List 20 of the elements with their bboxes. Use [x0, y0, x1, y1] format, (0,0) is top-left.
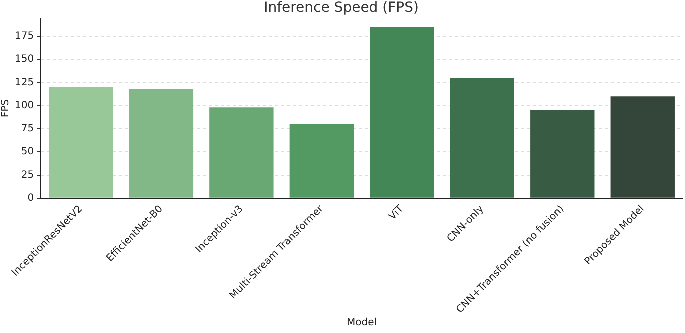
bar [49, 87, 114, 198]
y-tick-label: 175 [14, 30, 34, 42]
bar [210, 108, 274, 198]
y-tick-label: 150 [14, 54, 34, 66]
y-tick-label: 0 [28, 192, 34, 204]
bar [610, 96, 675, 198]
y-tick-label: 100 [14, 100, 34, 112]
x-tick-label: ViT [387, 203, 407, 223]
bar [290, 124, 354, 198]
y-tick-label: 50 [21, 146, 34, 158]
y-axis-title: FPS [0, 100, 12, 118]
y-tick-label: 75 [21, 124, 34, 135]
bar [450, 78, 514, 198]
bar [530, 110, 595, 198]
bar [370, 27, 434, 198]
chart-title: Inference Speed (FPS) [264, 0, 419, 16]
bar [129, 89, 194, 198]
y-tick-label: 125 [14, 77, 34, 88]
x-axis-title: Model [347, 318, 378, 329]
y-tick-label: 25 [21, 170, 34, 181]
